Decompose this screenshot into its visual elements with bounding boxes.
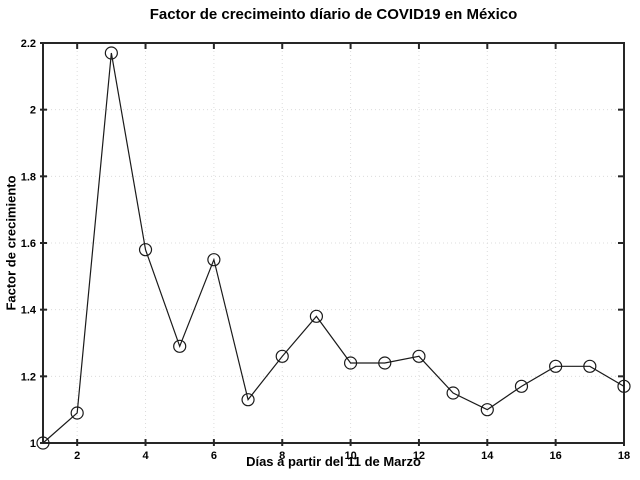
y-tick-label: 2.2 [21, 38, 36, 50]
data-point-marker [70, 406, 84, 420]
x-axis-label: Días a partir del 11 de Marzo [246, 454, 421, 469]
x-tick-label: 8 [279, 450, 285, 462]
x-tick-label: 2 [74, 450, 80, 462]
y-tick-label: 1.8 [21, 171, 36, 183]
data-point-marker [138, 243, 153, 257]
data-point-marker [378, 356, 392, 370]
axis-frame [42, 42, 625, 444]
x-tick-label: 10 [344, 450, 356, 462]
data-point-marker [549, 359, 563, 373]
x-tick-label: 4 [142, 450, 149, 462]
data-point-marker [241, 393, 255, 407]
x-tick-label: 16 [550, 450, 562, 462]
x-tick-label: 14 [481, 450, 494, 462]
data-point-marker [446, 386, 460, 400]
y-tick-label: 2 [30, 105, 36, 117]
data-point-marker [275, 349, 289, 363]
y-tick-label: 1.6 [21, 238, 36, 250]
data-point-marker [514, 379, 529, 393]
x-tick-label: 6 [211, 450, 217, 462]
data-point-marker [309, 309, 324, 323]
data-point-marker [36, 436, 50, 450]
y-tick-label: 1.4 [21, 305, 37, 317]
data-line [42, 52, 625, 444]
data-point-marker [480, 403, 494, 417]
x-tick-label: 18 [618, 450, 630, 462]
data-point-marker [412, 349, 426, 363]
x-tick-label: 12 [413, 450, 425, 462]
data-point-marker [104, 46, 118, 60]
data-point-marker [583, 359, 597, 373]
data-point-marker [617, 379, 631, 393]
y-tick-label: 1.2 [21, 371, 36, 383]
chart-title: Factor de crecimeinto díario de COVID19 … [149, 6, 518, 23]
data-point-marker [343, 356, 358, 370]
y-tick-label: 1 [30, 438, 36, 450]
data-point-marker [207, 253, 221, 267]
data-point-marker [173, 339, 187, 353]
